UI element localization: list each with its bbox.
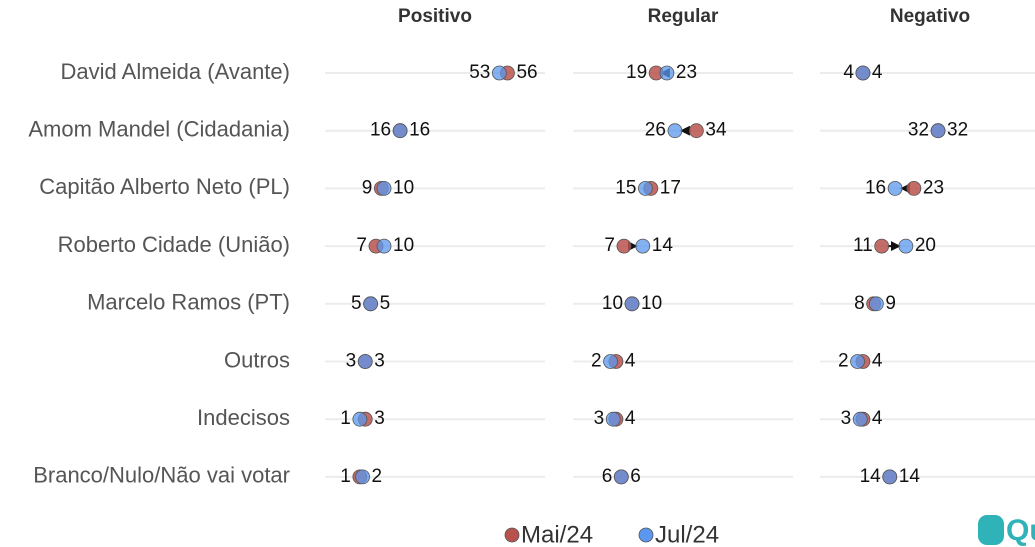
value-label: 2 xyxy=(591,351,602,372)
panel-title: Negativo xyxy=(890,6,970,27)
value-label: 5 xyxy=(380,293,391,314)
value-label: 6 xyxy=(630,466,641,487)
category-label: Indecisos xyxy=(197,405,290,430)
dot-jul xyxy=(603,354,618,369)
value-label: 14 xyxy=(652,235,674,256)
dot-jul xyxy=(887,180,903,196)
dot-mai xyxy=(689,123,704,139)
category-label: Marcelo Ramos (PT) xyxy=(87,290,290,315)
value-label: 4 xyxy=(625,408,636,429)
value-label: 16 xyxy=(865,177,886,198)
value-label: 9 xyxy=(885,293,896,314)
value-label: 20 xyxy=(915,235,936,256)
dot-jul xyxy=(613,469,629,485)
dot-jul xyxy=(624,296,640,312)
dot-jul xyxy=(376,238,392,254)
value-label: 4 xyxy=(872,62,883,83)
category-label: Roberto Cidade (União) xyxy=(58,232,290,257)
panel-title: Positivo xyxy=(398,6,472,27)
dot-jul xyxy=(850,354,865,369)
value-label: 23 xyxy=(923,177,944,198)
category-label: Outros xyxy=(224,347,290,372)
value-label: 26 xyxy=(645,120,666,141)
value-label: 5 xyxy=(351,293,362,314)
dot-mai xyxy=(874,238,890,254)
dot-jul xyxy=(898,238,914,254)
legend-swatch xyxy=(638,527,654,543)
value-label: 2 xyxy=(838,351,849,372)
value-label: 3 xyxy=(841,408,852,429)
value-label: 14 xyxy=(899,466,921,487)
dot-jul xyxy=(392,123,408,139)
dot-jul xyxy=(930,123,946,139)
value-label: 4 xyxy=(872,408,883,429)
value-label: 1 xyxy=(340,466,351,487)
panel-title: Regular xyxy=(648,6,719,27)
value-label: 7 xyxy=(356,235,367,256)
value-label: 3 xyxy=(374,408,385,429)
value-label: 14 xyxy=(860,466,882,487)
legend-label: Jul/24 xyxy=(655,521,719,547)
value-label: 16 xyxy=(370,120,391,141)
value-label: 10 xyxy=(602,293,623,314)
value-label: 4 xyxy=(843,62,854,83)
value-label: 15 xyxy=(615,177,636,198)
category-label: Capitão Alberto Neto (PL) xyxy=(39,174,290,199)
value-label: 7 xyxy=(604,235,615,256)
value-label: 3 xyxy=(594,408,605,429)
category-label: David Almeida (Avante) xyxy=(61,59,291,84)
dot-mai xyxy=(616,238,632,254)
value-label: 4 xyxy=(872,351,883,372)
dot-jul xyxy=(882,469,898,485)
value-label: 9 xyxy=(362,177,373,198)
dot-jul xyxy=(635,238,651,254)
value-label: 19 xyxy=(626,62,647,83)
value-label: 32 xyxy=(908,120,929,141)
brand-text: Qua xyxy=(1006,514,1035,547)
dot-jul xyxy=(667,123,683,139)
value-label: 6 xyxy=(602,466,613,487)
dot-jul xyxy=(355,469,370,485)
dot-jul xyxy=(855,65,871,81)
dot-jul xyxy=(659,65,675,81)
category-label: Amom Mandel (Cidadania) xyxy=(28,117,290,142)
value-label: 10 xyxy=(393,235,414,256)
dot-jul xyxy=(638,180,653,196)
dot-jul xyxy=(852,411,868,427)
value-label: 1 xyxy=(340,408,351,429)
value-label: 11 xyxy=(853,235,873,256)
dot-jul xyxy=(357,354,373,369)
dot-jul xyxy=(605,411,621,427)
dot-mai xyxy=(906,180,922,196)
category-label: Branco/Nulo/Não vai votar xyxy=(33,463,290,488)
dot-jul xyxy=(868,296,884,312)
value-label: 2 xyxy=(372,466,383,487)
value-label: 3 xyxy=(346,351,357,372)
dot-jul xyxy=(491,65,507,81)
value-label: 53 xyxy=(469,62,490,83)
value-label: 17 xyxy=(660,177,681,198)
value-label: 23 xyxy=(676,62,697,83)
value-label: 4 xyxy=(625,351,636,372)
value-label: 56 xyxy=(516,62,537,83)
dot-jul xyxy=(352,411,368,427)
value-label: 3 xyxy=(374,351,385,372)
brand-logo: Qua xyxy=(978,514,1035,547)
legend-swatch xyxy=(504,527,520,543)
value-label: 8 xyxy=(854,293,865,314)
dot-jul xyxy=(363,296,379,312)
value-label: 10 xyxy=(641,293,662,314)
value-label: 16 xyxy=(409,120,430,141)
value-label: 34 xyxy=(705,120,727,141)
legend-label: Mai/24 xyxy=(521,521,593,547)
dot-jul xyxy=(376,180,392,196)
value-label: 10 xyxy=(393,177,414,198)
value-label: 32 xyxy=(947,120,968,141)
